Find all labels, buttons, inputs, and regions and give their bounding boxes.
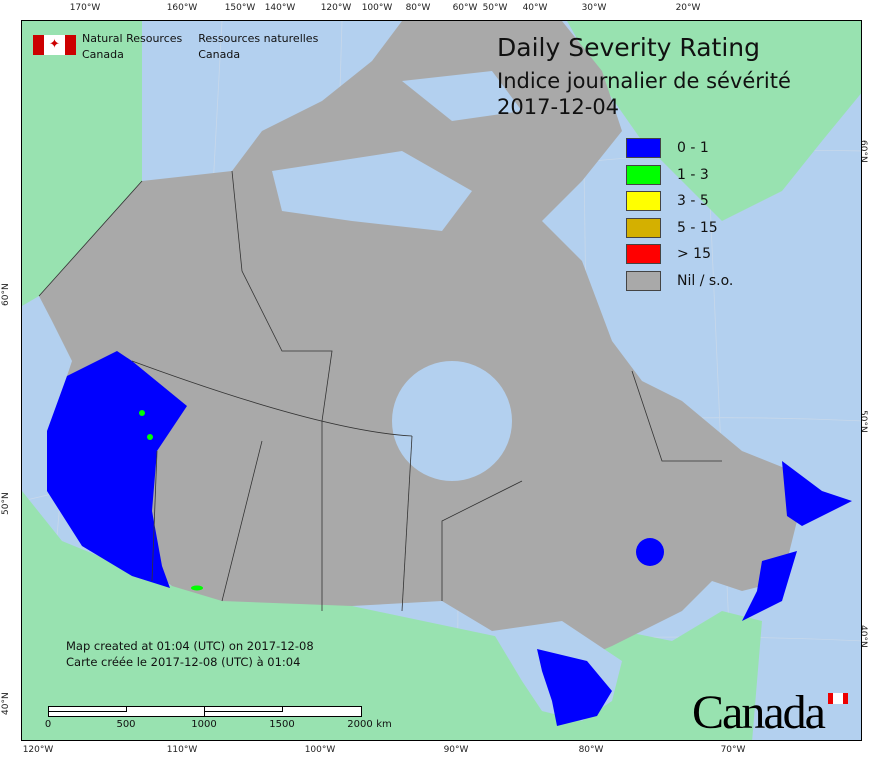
scale-label: 500: [116, 719, 136, 730]
left-tick: 60°N: [1, 283, 11, 306]
legend-label: 3 - 5: [677, 193, 709, 210]
scale-label: 0: [44, 719, 52, 730]
top-tick: 80°W: [405, 3, 431, 13]
legend-swatch: [626, 191, 661, 212]
top-tick: 170°W: [69, 3, 101, 13]
top-tick: 100°W: [361, 3, 393, 13]
top-tick: 120°W: [320, 3, 352, 13]
arctic-channels: [272, 71, 522, 231]
legend-item: Nil / s.o.: [626, 268, 733, 295]
top-tick: 60°W: [452, 3, 478, 13]
legend-item: 3 - 5: [626, 188, 733, 215]
top-tick: 140°W: [264, 3, 296, 13]
creation-note-fr: Carte créée le 2017-12-08 (UTC) à 01:04: [66, 655, 301, 669]
legend-item: 1 - 3: [626, 162, 733, 189]
ontario-low-rating: [537, 649, 612, 726]
map-frame: ✦ Natural Resources Canada Ressources nat…: [21, 20, 862, 741]
left-tick: 50°N: [1, 492, 11, 515]
legend-swatch: [626, 217, 661, 238]
legend-label: 5 - 15: [677, 219, 718, 236]
map-date: 2017-12-04: [497, 95, 620, 119]
top-tick: 20°W: [675, 3, 701, 13]
scale-label: 2000: [347, 719, 373, 730]
agency-fr: Ressources naturelles: [198, 32, 319, 45]
legend: 0 - 1 1 - 3 3 - 5 5 - 15 > 15 Nil / s.o.: [626, 135, 733, 294]
legend-label: 0 - 1: [677, 140, 709, 157]
moderate-spot: [147, 434, 153, 440]
bc-low-rating: [47, 351, 187, 588]
legend-item: > 15: [626, 241, 733, 268]
map-title-fr: Indice journalier de sévérité: [497, 69, 791, 93]
legend-swatch: [626, 270, 661, 291]
wordmark-flag-icon: [828, 693, 848, 704]
legend-swatch: [626, 164, 661, 185]
legend-item: 0 - 1: [626, 135, 733, 162]
greenland-land: [567, 21, 861, 221]
map-canvas: [22, 21, 861, 740]
top-tick: 30°W: [581, 3, 607, 13]
moderate-spot: [191, 585, 203, 591]
creation-note: Map created at 01:04 (UTC) on 2017-12-08…: [66, 638, 314, 670]
top-tick: 150°W: [224, 3, 256, 13]
bottom-tick: 110°W: [166, 745, 198, 755]
bottom-tick: 90°W: [443, 745, 469, 755]
agency-en-2: Canada: [82, 48, 124, 61]
legend-label: > 15: [677, 246, 711, 263]
agency-en: Natural Resources: [82, 32, 183, 45]
canada-flag-icon: ✦: [33, 35, 76, 55]
quebec-low-rating: [636, 538, 664, 566]
legend-swatch: [626, 138, 661, 159]
top-tick: 50°W: [482, 3, 508, 13]
canada-no-data: [39, 21, 802, 661]
bottom-tick: 100°W: [304, 745, 336, 755]
agency-fr-2: Canada: [198, 48, 241, 61]
canada-wordmark: Canada: [692, 686, 826, 739]
bottom-tick: 70°W: [720, 745, 746, 755]
hudson-bay: [392, 361, 512, 481]
creation-note-en: Map created at 01:04 (UTC) on 2017-12-08: [66, 639, 314, 653]
legend-label: Nil / s.o.: [677, 272, 734, 289]
boundaries: [38, 170, 722, 612]
scale-unit: km: [376, 719, 392, 730]
top-tick: 40°W: [522, 3, 548, 13]
legend-item: 5 - 15: [626, 215, 733, 242]
scale-label: 1500: [269, 719, 295, 730]
bottom-tick: 80°W: [578, 745, 604, 755]
bottom-tick: 120°W: [22, 745, 54, 755]
left-tick: 40°N: [1, 692, 11, 715]
nrcan-signature: ✦ Natural Resources Canada Ressources nat…: [33, 31, 318, 63]
moderate-spot: [139, 410, 145, 416]
legend-swatch: [626, 244, 661, 265]
legend-label: 1 - 3: [677, 166, 709, 183]
top-tick: 160°W: [166, 3, 198, 13]
maritimes-low-rating: [742, 461, 852, 621]
map-title-en: Daily Severity Rating: [497, 33, 761, 62]
scale-bar: [48, 706, 362, 717]
scale-label: 1000: [191, 719, 217, 730]
alaska-land: [22, 21, 142, 306]
